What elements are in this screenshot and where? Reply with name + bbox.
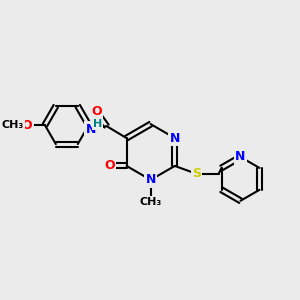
Text: S: S xyxy=(192,167,201,180)
Text: H: H xyxy=(93,119,102,129)
Text: O: O xyxy=(22,118,32,132)
Text: N: N xyxy=(235,151,246,164)
Text: N: N xyxy=(169,132,180,145)
Text: N: N xyxy=(146,173,156,186)
Text: O: O xyxy=(91,105,102,118)
Text: N: N xyxy=(85,123,96,136)
Text: O: O xyxy=(104,159,115,172)
Text: CH₃: CH₃ xyxy=(140,197,162,207)
Text: CH₃: CH₃ xyxy=(2,120,24,130)
